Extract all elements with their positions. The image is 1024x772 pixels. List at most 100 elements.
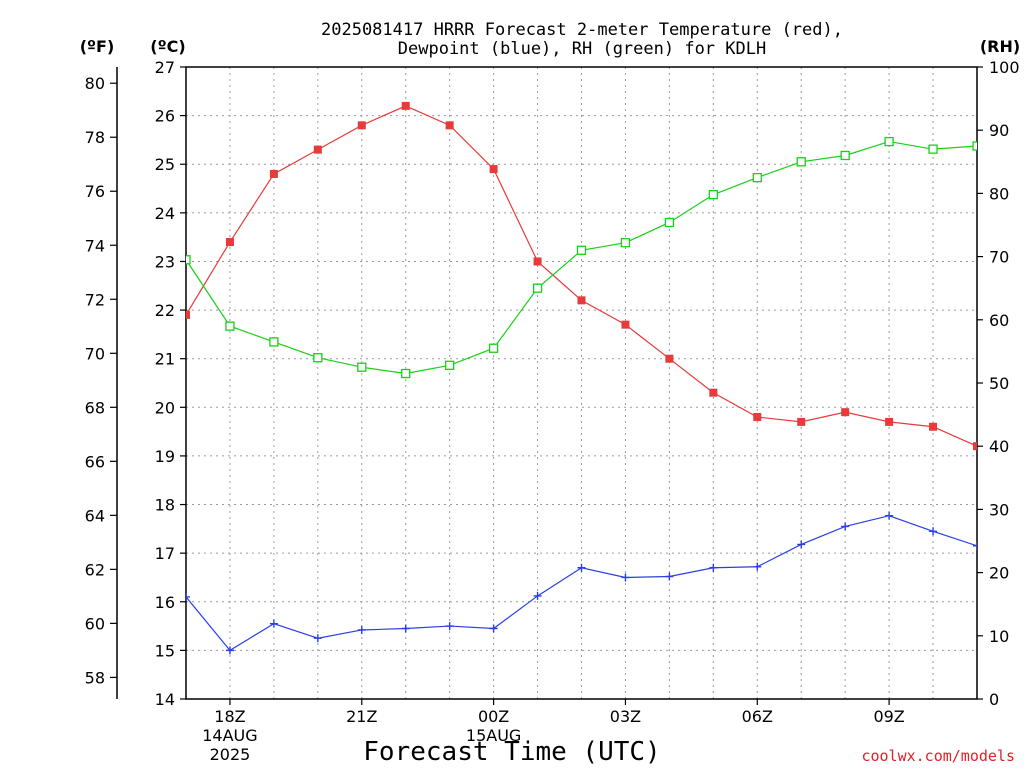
temperature-point (885, 417, 894, 426)
rh-point (928, 144, 938, 154)
fahrenheit-tick-label: 62 (85, 560, 105, 579)
temperature-point (797, 417, 806, 426)
x-tick-label: 14AUG (202, 726, 257, 745)
fahrenheit-tick-label: 70 (85, 344, 105, 363)
fahrenheit-tick-label: 72 (85, 290, 105, 309)
temperature-point (929, 422, 938, 431)
grid-lines (186, 67, 977, 699)
dewpoint-point (973, 541, 977, 550)
rh-tick-label: 10 (989, 627, 1009, 646)
dewpoint-point (709, 563, 718, 572)
rh-point (708, 190, 718, 200)
fahrenheit-tick-label: 66 (85, 452, 105, 471)
celsius-tick-label: 18 (155, 496, 175, 515)
temperature-point (621, 320, 630, 329)
series-temperature (186, 101, 977, 451)
x-tick-label: 2025 (210, 745, 251, 764)
dewpoint-point (665, 572, 674, 581)
rh-point (620, 238, 631, 248)
celsius-tick-label: 26 (155, 107, 175, 126)
plot-frame (185, 66, 978, 700)
dewpoint-point (225, 646, 234, 655)
rh-point (313, 353, 323, 363)
fahrenheit-unit-label: (ºF) (80, 37, 115, 56)
series-rh (186, 136, 977, 379)
rh-point (401, 368, 411, 379)
temperature-point (225, 238, 234, 247)
rh-tick-label: 90 (989, 121, 1009, 140)
celsius-tick-label: 25 (155, 155, 175, 174)
rh-tick-label: 100 (989, 58, 1020, 77)
chart-title-line: Dewpoint (blue), RH (green) for KDLH (398, 39, 766, 59)
celsius-tick-label: 23 (155, 252, 175, 271)
celsius-tick-label: 17 (155, 544, 175, 563)
celsius-unit-label: (ºC) (150, 37, 185, 56)
fahrenheit-tick-label: 64 (85, 506, 105, 525)
rh-tick-label: 30 (989, 500, 1009, 519)
celsius-tick-label: 27 (155, 58, 175, 77)
celsius-tick-label: 24 (155, 204, 175, 223)
dewpoint-point (401, 624, 410, 633)
x-tick-label: 00Z (478, 707, 509, 726)
x-tick-label: 03Z (610, 707, 641, 726)
rh-point (972, 141, 977, 151)
rh-point (796, 157, 806, 167)
rh-point (576, 245, 587, 255)
x-axis-title: Forecast Time (UTC) (363, 737, 660, 767)
celsius-tick-label: 16 (155, 593, 175, 612)
fahrenheit-tick-label: 60 (85, 614, 105, 633)
rh-tick-label: 60 (989, 311, 1009, 330)
x-tick-label: 21Z (346, 707, 377, 726)
celsius-tick-label: 19 (155, 447, 175, 466)
dewpoint-point (753, 562, 762, 571)
rh-point (357, 362, 367, 372)
dewpoint-point (186, 592, 190, 601)
rh-tick-label: 50 (989, 374, 1009, 393)
rh-tick-label: 20 (989, 564, 1009, 583)
dewpoint-point (445, 622, 454, 631)
temperature-point (973, 442, 977, 451)
dewpoint-point (929, 527, 938, 536)
fahrenheit-tick-label: 76 (85, 182, 105, 201)
dewpoint-point (841, 522, 850, 531)
rh-point (269, 337, 279, 347)
fahrenheit-tick-label: 78 (85, 128, 105, 147)
x-tick-label: 06Z (742, 707, 773, 726)
temperature-point (186, 310, 190, 319)
celsius-tick-label: 20 (155, 398, 175, 417)
temperature-point (753, 413, 762, 422)
x-tick-label: 09Z (873, 707, 904, 726)
temperature-point (445, 121, 454, 130)
fahrenheit-tick-label: 74 (85, 236, 105, 255)
rh-point (884, 136, 894, 147)
dewpoint-point (621, 573, 630, 582)
celsius-tick-label: 14 (155, 690, 175, 709)
celsius-tick-label: 21 (155, 350, 175, 369)
celsius-tick-label: 22 (155, 301, 175, 320)
temperature-point (401, 101, 410, 110)
rh-tick-label: 0 (989, 690, 999, 709)
rh-point (488, 343, 499, 353)
series-dewpoint (186, 511, 977, 655)
temperature-point (665, 354, 674, 363)
rh-tick-label: 40 (989, 437, 1009, 456)
fahrenheit-tick-label: 58 (85, 668, 105, 687)
rh-point (186, 255, 191, 265)
temperature-point (577, 296, 586, 305)
rh-point (752, 172, 762, 183)
dewpoint-point (489, 624, 498, 633)
dewpoint-point (533, 591, 542, 600)
rh-point (532, 283, 543, 293)
temperature-point (269, 169, 278, 178)
dewpoint-point (885, 511, 894, 520)
dewpoint-point (269, 619, 278, 628)
dewpoint-point (313, 634, 322, 643)
celsius-tick-label: 15 (155, 641, 175, 660)
rh-point (840, 150, 850, 161)
dewpoint-point (577, 563, 586, 572)
credit-label: coolwx.com/models (861, 747, 1015, 765)
temperature-point (313, 145, 322, 154)
temperature-point (357, 121, 366, 130)
